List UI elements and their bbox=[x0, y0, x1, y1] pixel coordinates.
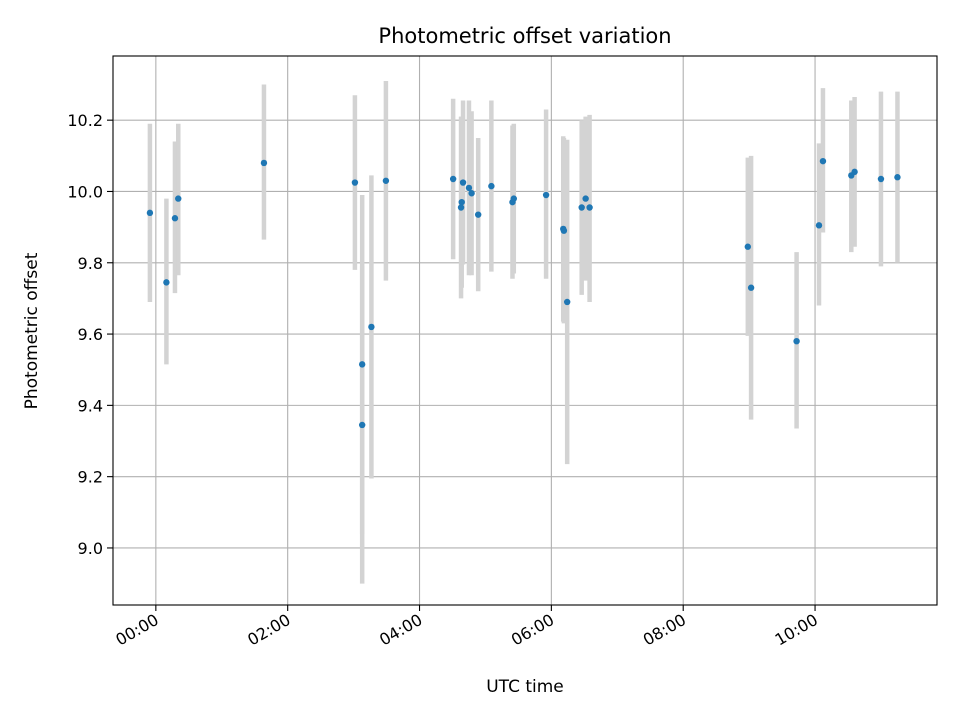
y-tick-label: 9.8 bbox=[78, 254, 103, 273]
data-point bbox=[560, 227, 568, 234]
data-point bbox=[815, 222, 823, 229]
data-point bbox=[468, 190, 475, 197]
y-tick-label: 9.2 bbox=[78, 468, 103, 487]
x-axis-label: UTC time bbox=[486, 677, 564, 697]
data-point bbox=[457, 204, 465, 211]
data-point bbox=[563, 298, 571, 306]
data-point bbox=[465, 184, 473, 192]
data-point bbox=[351, 179, 359, 186]
data-point bbox=[358, 361, 366, 368]
data-point bbox=[358, 421, 366, 429]
data-point bbox=[382, 177, 390, 184]
data-point bbox=[163, 279, 170, 286]
data-point bbox=[877, 175, 885, 183]
grid-lines bbox=[113, 56, 937, 605]
data-point bbox=[744, 243, 752, 250]
data-point bbox=[171, 215, 179, 222]
y-axis-label: Photometric offset bbox=[22, 252, 42, 409]
chart-title: Photometric offset variation bbox=[378, 24, 671, 48]
data-point bbox=[175, 195, 182, 202]
data-points bbox=[146, 157, 901, 429]
data-point bbox=[542, 191, 550, 199]
data-point bbox=[260, 159, 268, 167]
data-point bbox=[894, 174, 901, 181]
data-point bbox=[458, 198, 465, 206]
y-tick-label: 10.0 bbox=[67, 182, 103, 201]
plot-frame bbox=[112, 55, 938, 606]
data-point bbox=[851, 168, 858, 176]
data-point bbox=[146, 209, 154, 217]
y-tick-label: 10.2 bbox=[67, 111, 103, 130]
data-point bbox=[510, 195, 517, 202]
data-point bbox=[582, 195, 589, 202]
data-point bbox=[578, 204, 585, 211]
y-axis-ticks: 9.0 9.2 9.4 9.6 9.8 10.0 10.2 bbox=[67, 111, 113, 558]
data-point bbox=[474, 211, 482, 218]
data-point bbox=[459, 179, 467, 186]
data-point bbox=[586, 204, 593, 211]
y-tick-label: 9.0 bbox=[78, 539, 103, 558]
data-point bbox=[488, 182, 495, 190]
y-tick-label: 9.6 bbox=[78, 325, 103, 344]
data-point bbox=[747, 284, 755, 291]
data-point bbox=[368, 323, 375, 331]
data-point bbox=[449, 175, 457, 183]
data-point bbox=[793, 337, 800, 345]
y-tick-label: 9.4 bbox=[78, 396, 103, 415]
data-point bbox=[819, 157, 827, 165]
